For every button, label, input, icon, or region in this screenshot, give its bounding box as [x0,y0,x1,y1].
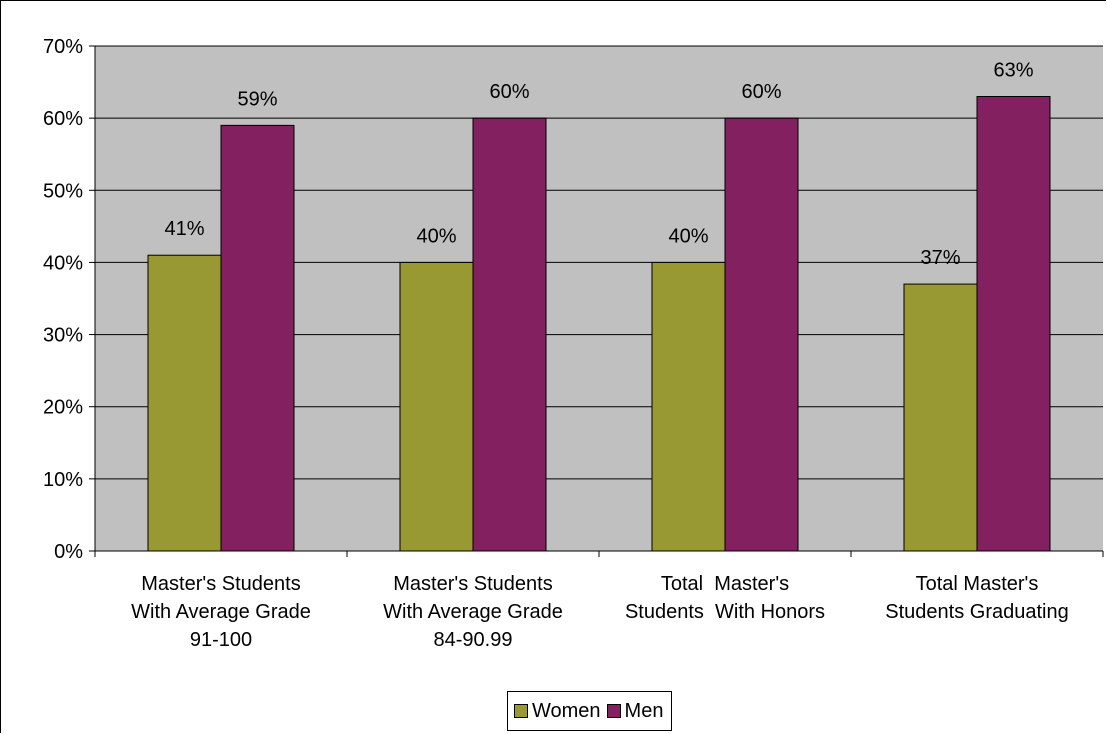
x-tick-label: Master's Students [393,573,552,595]
bar-women [147,254,222,552]
legend-entry-men: Men [606,699,664,723]
x-axis-labels: Master's Students With Average Grade 91-10… [131,573,1069,651]
legend-entry-women: Women [514,700,601,723]
bar-women [903,283,978,552]
x-tick-label: 91-100 [190,629,252,651]
y-tick-label: 40% [43,252,83,274]
y-axis-ticks: 0% 10% 20% 30% 40% 50% 60% 70% [43,36,95,563]
bar-men [976,96,1051,552]
y-tick-label: 50% [43,180,83,202]
y-tick-label: 70% [43,36,83,58]
x-tick-label: Master's Students [141,573,300,595]
data-label-women: 37% [920,247,960,269]
data-label-men: 60% [489,81,529,103]
bar-women [651,261,726,552]
legend: Women Men [507,691,673,731]
y-tick-label: 30% [43,325,83,347]
y-tick-label: 60% [43,108,83,130]
x-tick-label: Students Graduating [885,601,1068,623]
x-tick-label: Students With Honors [625,601,825,623]
bar-women [399,261,474,552]
legend-swatch-men [606,704,621,718]
bars [147,96,1051,552]
data-label-men: 59% [237,88,277,110]
x-tick-label: Total Master's [661,573,789,595]
data-label-men: 63% [993,60,1033,82]
data-label-women: 40% [668,225,708,247]
bar-men [220,124,295,552]
legend-swatch-women [514,704,528,718]
x-tick-label: With Average Grade [131,601,311,623]
data-label-women: 41% [164,218,204,240]
data-label-men: 60% [741,81,781,103]
x-tick-label: 84-90.99 [434,629,513,651]
data-labels: 41% 59% 40% 60% 40% 60% 37% 63% [164,60,1033,270]
x-tick-label: Total Master's [916,573,1039,595]
x-tick-label: With Average Grade [383,601,563,623]
y-tick-label: 10% [43,469,83,491]
y-tick-label: 0% [54,541,83,563]
legend-label-men: Men [624,699,664,722]
bar-men [472,117,547,552]
legend-label-women: Women [532,699,601,722]
y-tick-label: 20% [43,397,83,419]
data-label-women: 40% [416,225,456,247]
bar-men [724,117,799,552]
